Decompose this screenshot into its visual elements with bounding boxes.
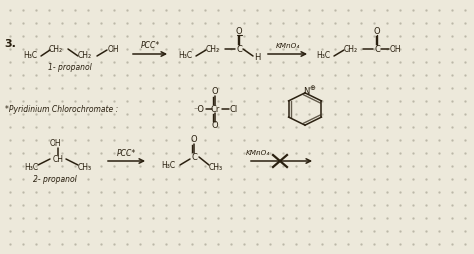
Text: CH₂: CH₂ [78,52,92,60]
Text: H₃C: H₃C [316,52,330,60]
Text: O: O [374,26,380,36]
Text: H₃C: H₃C [178,52,192,60]
Text: CH₂: CH₂ [206,44,220,54]
Text: 1- propanol: 1- propanol [48,62,92,71]
Text: O: O [236,26,242,36]
Text: O: O [212,87,219,97]
Text: Cr: Cr [210,104,219,114]
Text: 2- propanol: 2- propanol [33,176,77,184]
Text: OH: OH [107,44,119,54]
Text: *Pyridinium Chlorochromate :: *Pyridinium Chlorochromate : [5,104,118,114]
Text: KMnO₄: KMnO₄ [246,150,270,156]
Text: ⁻O: ⁻O [193,104,204,114]
Text: N: N [303,87,309,96]
Text: H: H [254,54,260,62]
Text: H₃C: H₃C [23,52,37,60]
Text: O: O [191,135,197,145]
Text: 3.: 3. [4,39,16,49]
Text: Cl: Cl [230,104,238,114]
Text: OH: OH [49,139,61,149]
Text: C: C [374,44,380,54]
Text: CH₂: CH₂ [344,44,358,54]
Text: C: C [236,44,242,54]
Text: KMnO₄: KMnO₄ [275,43,300,49]
Text: OH: OH [389,44,401,54]
Text: CH: CH [53,154,64,164]
Text: PCC*: PCC* [140,41,160,51]
Text: CH₃: CH₃ [209,163,223,171]
Text: H₃C: H₃C [161,161,175,169]
Text: C: C [191,152,197,162]
Text: ⊕: ⊕ [309,85,315,91]
Text: CH₃: CH₃ [78,163,92,171]
Text: O: O [212,121,219,131]
Text: H₃C: H₃C [24,163,38,171]
Text: CH₂: CH₂ [49,44,63,54]
Text: PCC*: PCC* [117,149,136,157]
